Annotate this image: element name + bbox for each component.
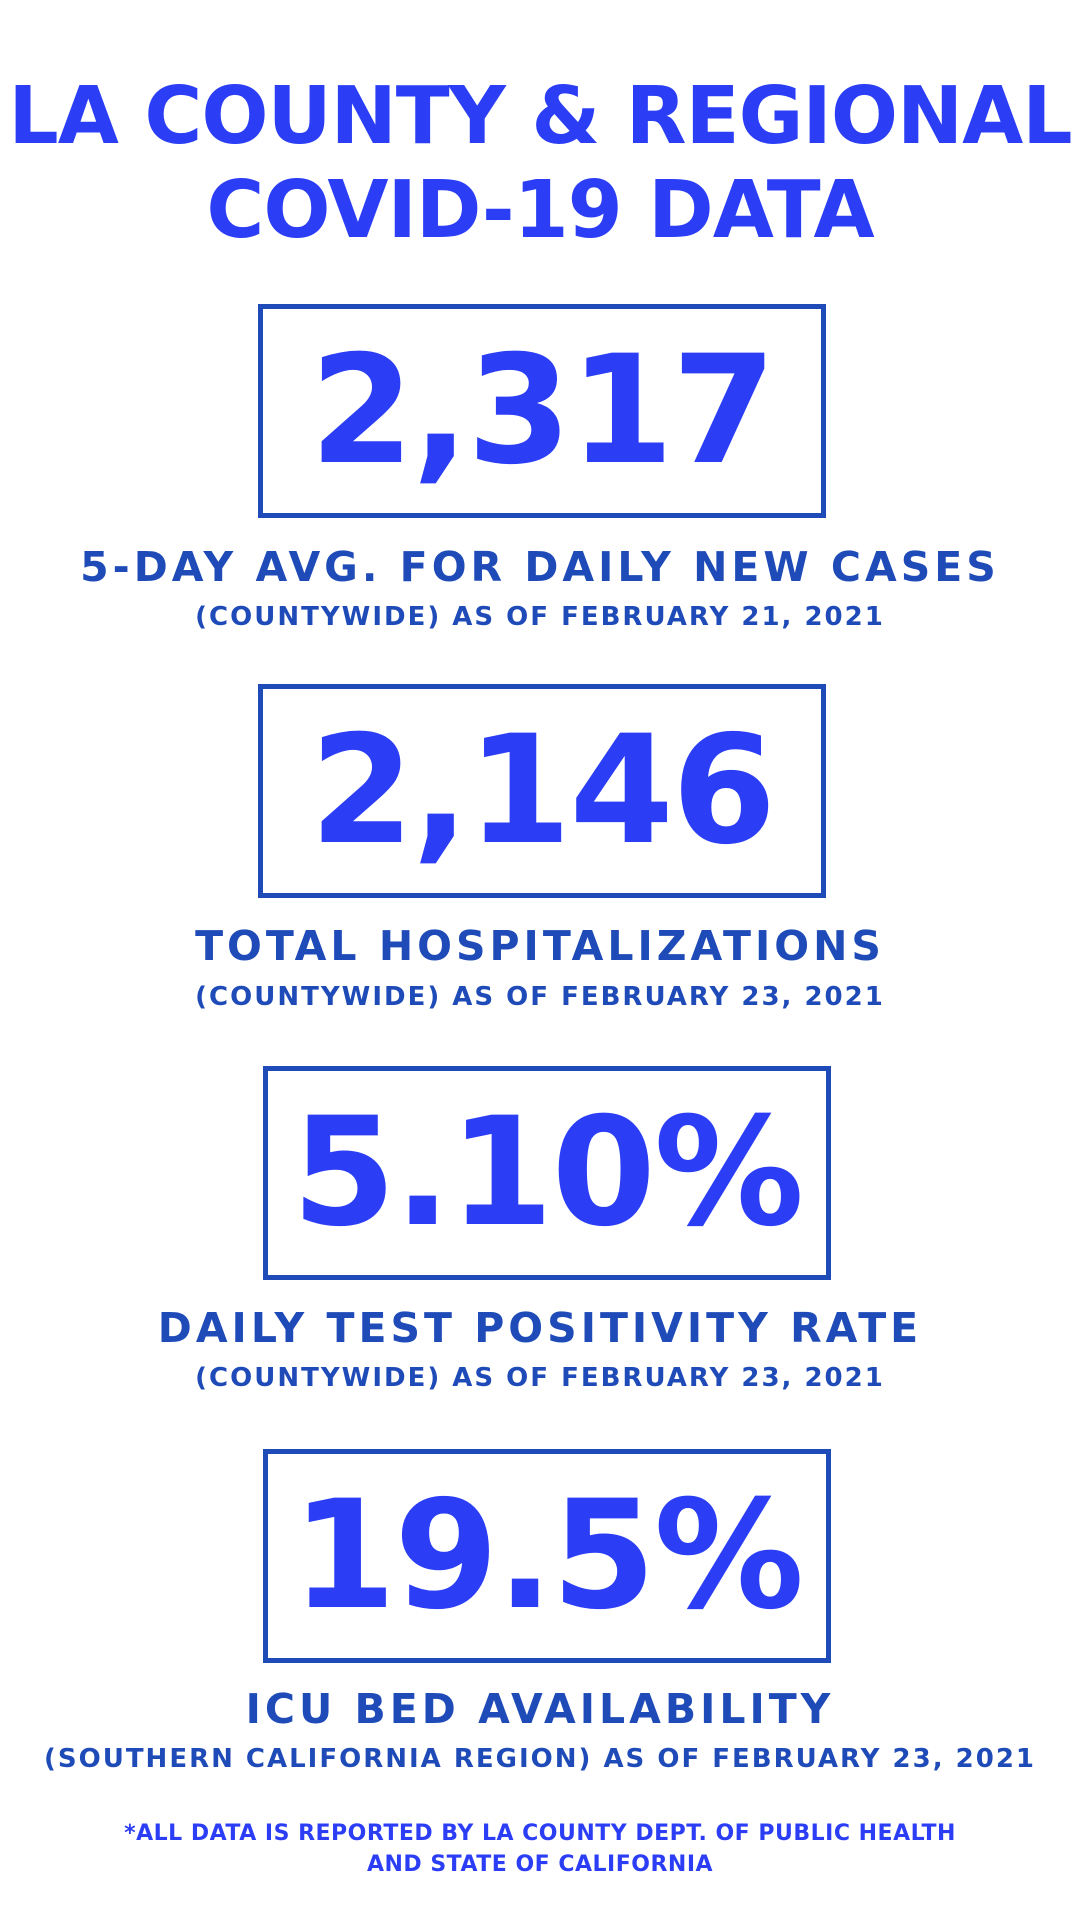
page-title-line-2: COVID-19 DATA — [206, 164, 874, 256]
stat-date-icu-availability: (SOUTHERN CALIFORNIA REGION) AS OF FEBRU… — [44, 1744, 1036, 1774]
stat-box-hospitalizations: 2,146 — [258, 684, 826, 898]
footnote-line-1: *ALL DATA IS REPORTED BY LA COUNTY DEPT.… — [124, 1821, 956, 1846]
stat-value-positivity-rate: 5.10% — [291, 1086, 804, 1260]
stat-label-icu-availability: ICU BED AVAILABILITY — [245, 1685, 835, 1733]
page-title-line-1: LA COUNTY & REGIONAL — [8, 70, 1072, 162]
stat-date-positivity-rate: (COUNTYWIDE) AS OF FEBRUARY 23, 2021 — [195, 1363, 885, 1393]
stat-label-hospitalizations: TOTAL HOSPITALIZATIONS — [195, 922, 885, 970]
stat-value-new-cases: 2,317 — [309, 324, 776, 498]
stat-value-icu-availability: 19.5% — [291, 1469, 804, 1643]
stat-label-positivity-rate: DAILY TEST POSITIVITY RATE — [157, 1304, 923, 1352]
stat-date-hospitalizations: (COUNTYWIDE) AS OF FEBRUARY 23, 2021 — [195, 982, 885, 1012]
stat-box-new-cases: 2,317 — [258, 304, 826, 518]
stat-box-icu-availability: 19.5% — [263, 1449, 831, 1663]
stat-label-new-cases: 5-DAY AVG. FOR DAILY NEW CASES — [80, 543, 1000, 591]
stat-box-positivity-rate: 5.10% — [263, 1066, 831, 1280]
stat-date-new-cases: (COUNTYWIDE) AS OF FEBRUARY 21, 2021 — [195, 602, 885, 632]
stat-value-hospitalizations: 2,146 — [309, 704, 776, 878]
footnote-line-2: AND STATE OF CALIFORNIA — [366, 1852, 714, 1877]
